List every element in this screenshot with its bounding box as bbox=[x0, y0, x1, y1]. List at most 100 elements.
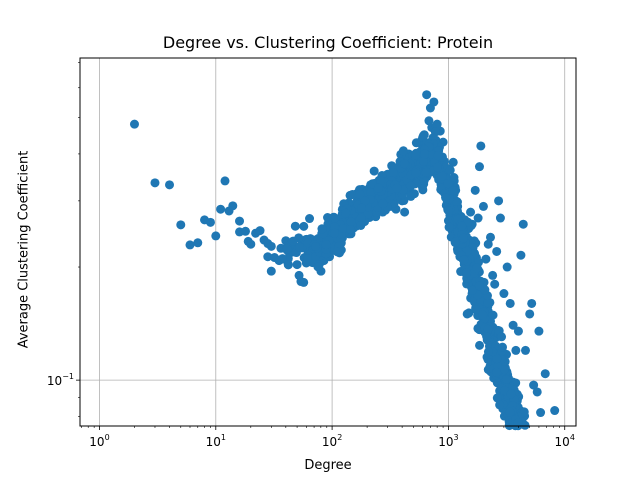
data-point bbox=[235, 216, 245, 226]
data-points bbox=[129, 90, 560, 431]
data-point bbox=[483, 324, 493, 334]
x-tick-label: 100 bbox=[89, 433, 109, 449]
data-point bbox=[240, 226, 250, 236]
data-point bbox=[295, 242, 305, 252]
chart-title: Degree vs. Clustering Coefficient: Prote… bbox=[162, 33, 494, 52]
data-point bbox=[429, 97, 439, 107]
data-point bbox=[355, 189, 365, 199]
data-point bbox=[478, 201, 488, 211]
data-point bbox=[485, 232, 495, 242]
data-point bbox=[255, 226, 265, 236]
data-point bbox=[494, 196, 504, 206]
data-point bbox=[211, 231, 221, 241]
data-point bbox=[521, 345, 530, 355]
data-point bbox=[458, 233, 468, 243]
data-point bbox=[347, 190, 357, 200]
data-point bbox=[492, 393, 502, 403]
data-point bbox=[357, 203, 367, 213]
data-point bbox=[444, 222, 454, 232]
data-point bbox=[499, 386, 509, 396]
data-point bbox=[263, 252, 273, 262]
data-point bbox=[288, 236, 298, 246]
data-point bbox=[441, 193, 451, 203]
data-point bbox=[421, 167, 431, 177]
y-tick-label: 10−1 bbox=[47, 372, 74, 388]
data-point bbox=[420, 149, 430, 159]
data-point bbox=[398, 146, 408, 156]
data-point bbox=[474, 162, 484, 172]
data-point bbox=[338, 224, 348, 234]
data-point bbox=[495, 213, 505, 223]
data-point bbox=[433, 151, 443, 161]
data-point bbox=[481, 254, 491, 264]
axis-ticks: 100 101 102 103 104 10−1 bbox=[47, 62, 575, 449]
data-point bbox=[426, 149, 436, 159]
data-point bbox=[400, 207, 410, 217]
data-point bbox=[470, 185, 480, 195]
data-point bbox=[329, 228, 339, 238]
data-point bbox=[516, 250, 526, 260]
data-point bbox=[299, 277, 309, 287]
data-point bbox=[205, 217, 215, 227]
x-tick-label: 101 bbox=[206, 433, 226, 449]
data-point bbox=[499, 289, 509, 299]
data-point bbox=[475, 340, 485, 350]
data-point bbox=[492, 246, 502, 256]
x-tick-label: 102 bbox=[322, 433, 342, 449]
data-point bbox=[505, 298, 515, 308]
data-point bbox=[366, 188, 376, 198]
data-point bbox=[410, 150, 420, 160]
data-point bbox=[505, 407, 515, 417]
data-point bbox=[283, 260, 293, 270]
data-point bbox=[406, 181, 416, 191]
data-point bbox=[313, 262, 323, 272]
data-point bbox=[483, 347, 493, 357]
data-point bbox=[464, 308, 474, 318]
data-point bbox=[508, 320, 518, 330]
data-point bbox=[488, 310, 498, 320]
data-point bbox=[424, 116, 434, 126]
data-point bbox=[513, 418, 523, 428]
data-point bbox=[550, 406, 560, 416]
data-point bbox=[311, 241, 321, 251]
data-point bbox=[411, 168, 421, 178]
data-point bbox=[388, 168, 398, 178]
axes-frame bbox=[79, 57, 577, 427]
data-point bbox=[451, 237, 461, 247]
data-point bbox=[529, 380, 539, 390]
data-point bbox=[476, 141, 486, 151]
data-point bbox=[495, 400, 505, 410]
data-point bbox=[525, 309, 535, 319]
data-point bbox=[220, 176, 230, 186]
data-point bbox=[506, 389, 516, 399]
y-axis-label: Average Clustering Coefficient bbox=[16, 150, 32, 349]
data-point bbox=[433, 162, 443, 172]
data-point bbox=[290, 221, 300, 231]
x-axis-label: Degree bbox=[304, 458, 352, 473]
data-point bbox=[378, 199, 388, 209]
data-point bbox=[303, 254, 313, 264]
data-point bbox=[399, 159, 409, 169]
data-point bbox=[472, 263, 482, 273]
data-point bbox=[292, 260, 302, 270]
data-point bbox=[299, 221, 309, 231]
data-point bbox=[501, 374, 511, 384]
data-point bbox=[498, 342, 507, 352]
data-point bbox=[282, 244, 292, 254]
data-point bbox=[536, 408, 546, 418]
data-point bbox=[305, 214, 315, 224]
data-point bbox=[448, 185, 458, 195]
data-point bbox=[492, 367, 502, 377]
data-point bbox=[483, 298, 493, 308]
data-point bbox=[483, 239, 493, 249]
data-point bbox=[474, 281, 484, 291]
data-point bbox=[193, 238, 203, 248]
data-point bbox=[467, 285, 477, 295]
data-point bbox=[462, 268, 472, 278]
data-point bbox=[176, 220, 186, 230]
data-point bbox=[492, 354, 502, 364]
data-point bbox=[540, 369, 550, 379]
data-point bbox=[497, 332, 507, 342]
data-point bbox=[452, 196, 462, 206]
